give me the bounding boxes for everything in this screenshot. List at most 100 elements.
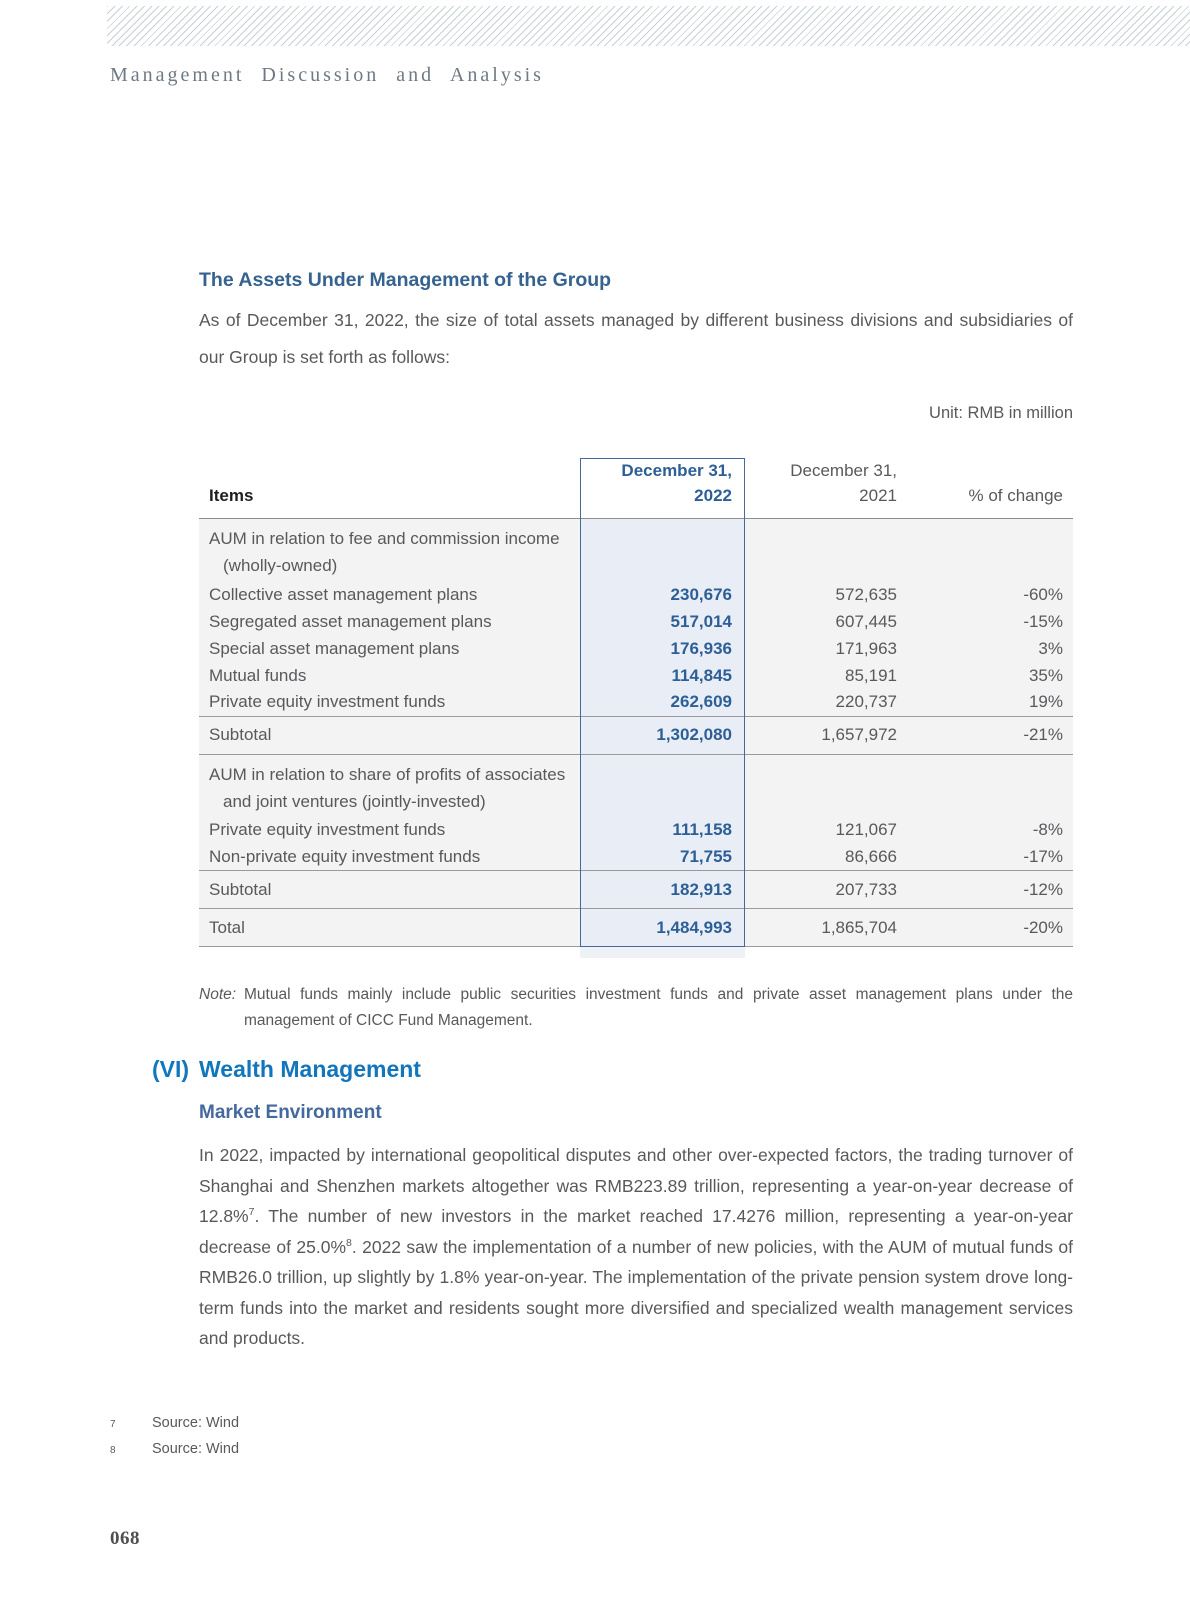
col-header-items: Items [209, 486, 254, 505]
table-row: Collective asset management plans 230,67… [199, 581, 1073, 608]
row-label: Non-private equity investment funds [199, 843, 580, 871]
cell-2021: 220,737 [745, 689, 905, 716]
col-header-dec-2021-line2: 2021 [859, 486, 897, 505]
cell-2021: 1,865,704 [745, 908, 905, 947]
group1-label: AUM in relation to fee and commission in… [199, 518, 580, 581]
row-label: Special asset management plans [199, 635, 580, 662]
row-label: Collective asset management plans [199, 581, 580, 608]
total-row: Total 1,484,993 1,865,704 -20% [199, 908, 1073, 947]
subtotal-row: Subtotal 1,302,080 1,657,972 -21% [199, 716, 1073, 754]
cell-change [905, 518, 1073, 581]
running-header: Management Discussion and Analysis [110, 64, 544, 86]
footnote-8: 8 Source: Wind [110, 1436, 239, 1462]
cell-2021: 1,657,972 [745, 716, 905, 754]
group1-label-line1: AUM in relation to fee and commission in… [209, 529, 560, 548]
cell-change: 19% [905, 689, 1073, 716]
cell-change: -60% [905, 581, 1073, 608]
cell-2021: 86,666 [745, 843, 905, 871]
decorative-hatch-band [107, 6, 1190, 46]
table-row: Non-private equity investment funds 71,7… [199, 843, 1073, 871]
note-text: Mutual funds mainly include public secur… [244, 986, 1073, 1029]
table-row: Private equity investment funds 111,158 … [199, 816, 1073, 844]
col-header-dec-2021: December 31, 2021 [745, 458, 905, 519]
paragraph-part-3: . 2022 saw the implementation of a numbe… [199, 1236, 1073, 1349]
cell-change: -8% [905, 816, 1073, 844]
aum-section-title: The Assets Under Management of the Group [199, 269, 612, 291]
cell-2022: 1,302,080 [580, 716, 745, 754]
col-header-dec-2021-line1: December 31, [790, 461, 897, 480]
cell-2021: 85,191 [745, 662, 905, 689]
col-header-change: % of change [968, 486, 1063, 505]
cell-2022: 262,609 [580, 689, 745, 716]
cell-2021 [745, 518, 905, 581]
wealth-management-heading: (VI) Wealth Management [152, 1056, 421, 1083]
section-number: (VI) [152, 1056, 190, 1082]
cell-2021: 607,445 [745, 608, 905, 635]
row-label: Total [199, 908, 580, 947]
cell-change: -15% [905, 608, 1073, 635]
highlighted-column-shadow [580, 947, 745, 958]
table-note: Note: Mutual funds mainly include public… [199, 982, 1073, 1034]
col-header-dec-2022-line1: December 31, [621, 461, 732, 480]
cell-change: -17% [905, 843, 1073, 871]
subtotal-row: Subtotal 182,913 207,733 -12% [199, 870, 1073, 909]
paragraph-part-1: In 2022, impacted by international geopo… [199, 1145, 1073, 1226]
cell-2022: 71,755 [580, 843, 745, 871]
table-row: Mutual funds 114,845 85,191 35% [199, 662, 1073, 689]
cell-2022: 230,676 [580, 581, 745, 608]
group1-label-line2: (wholly-owned) [223, 556, 338, 575]
cell-2022: 517,014 [580, 608, 745, 635]
section-title-text: Wealth Management [199, 1056, 421, 1082]
note-prefix: Note: [199, 986, 237, 1003]
table-row: Private equity investment funds 262,609 … [199, 689, 1073, 716]
col-header-dec-2022: December 31, 2022 [580, 458, 745, 519]
table-group-header-row: AUM in relation to fee and commission in… [199, 518, 1073, 581]
cell-2022: 111,158 [580, 816, 745, 844]
aum-intro-paragraph: As of December 31, 2022, the size of tot… [199, 310, 1073, 367]
footnotes: 7 Source: Wind 8 Source: Wind [110, 1410, 239, 1462]
table-row: Segregated asset management plans 517,01… [199, 608, 1073, 635]
cell-2021: 171,963 [745, 635, 905, 662]
table-group-header-row: AUM in relation to share of profits of a… [199, 754, 1073, 817]
group2-label-line1: AUM in relation to share of profits of a… [209, 764, 566, 784]
cell-change: 35% [905, 662, 1073, 689]
cell-change: -21% [905, 716, 1073, 754]
row-label: Private equity investment funds [199, 816, 580, 844]
cell-2022: 176,936 [580, 635, 745, 662]
group2-label: AUM in relation to share of profits of a… [199, 754, 580, 817]
cell-2022 [580, 754, 745, 817]
cell-2021: 572,635 [745, 581, 905, 608]
table-header-row: Items December 31, 2022 December 31, 202… [199, 458, 1073, 519]
market-environment-subheading: Market Environment [199, 1102, 382, 1123]
cell-2022: 1,484,993 [580, 908, 745, 947]
row-label: Subtotal [199, 716, 580, 754]
paragraph-part-2: . The number of new investors in the mar… [199, 1206, 1073, 1257]
footnote-ref-7: 7 [248, 1206, 255, 1219]
row-label: Subtotal [199, 870, 580, 909]
cell-2022: 114,845 [580, 662, 745, 689]
footnote-7-text: Source: Wind [152, 1415, 240, 1431]
row-label: Mutual funds [199, 662, 580, 689]
unit-label: Unit: RMB in million [929, 404, 1073, 422]
group2-label-line2: and joint ventures (jointly-invested) [223, 791, 486, 811]
footnote-7-marker: 7 [110, 1419, 116, 1430]
cell-2021: 207,733 [745, 870, 905, 909]
page-number: 068 [110, 1528, 140, 1549]
col-header-dec-2022-line2: 2022 [694, 486, 732, 505]
cell-2022 [580, 518, 745, 581]
cell-change [905, 754, 1073, 817]
cell-2021: 121,067 [745, 816, 905, 844]
footnote-8-text: Source: Wind [152, 1441, 240, 1457]
cell-change: -20% [905, 908, 1073, 947]
cell-change: -12% [905, 870, 1073, 909]
aum-table: Items December 31, 2022 December 31, 202… [199, 458, 1073, 958]
footnote-ref-8: 8 [346, 1236, 352, 1249]
row-label: Private equity investment funds [199, 689, 580, 716]
cell-change: 3% [905, 635, 1073, 662]
footnote-8-marker: 8 [110, 1445, 116, 1456]
market-environment-paragraph: In 2022, impacted by international geopo… [199, 1140, 1073, 1354]
cell-2022: 182,913 [580, 870, 745, 909]
footnote-7: 7 Source: Wind [110, 1410, 239, 1436]
cell-2021 [745, 754, 905, 817]
